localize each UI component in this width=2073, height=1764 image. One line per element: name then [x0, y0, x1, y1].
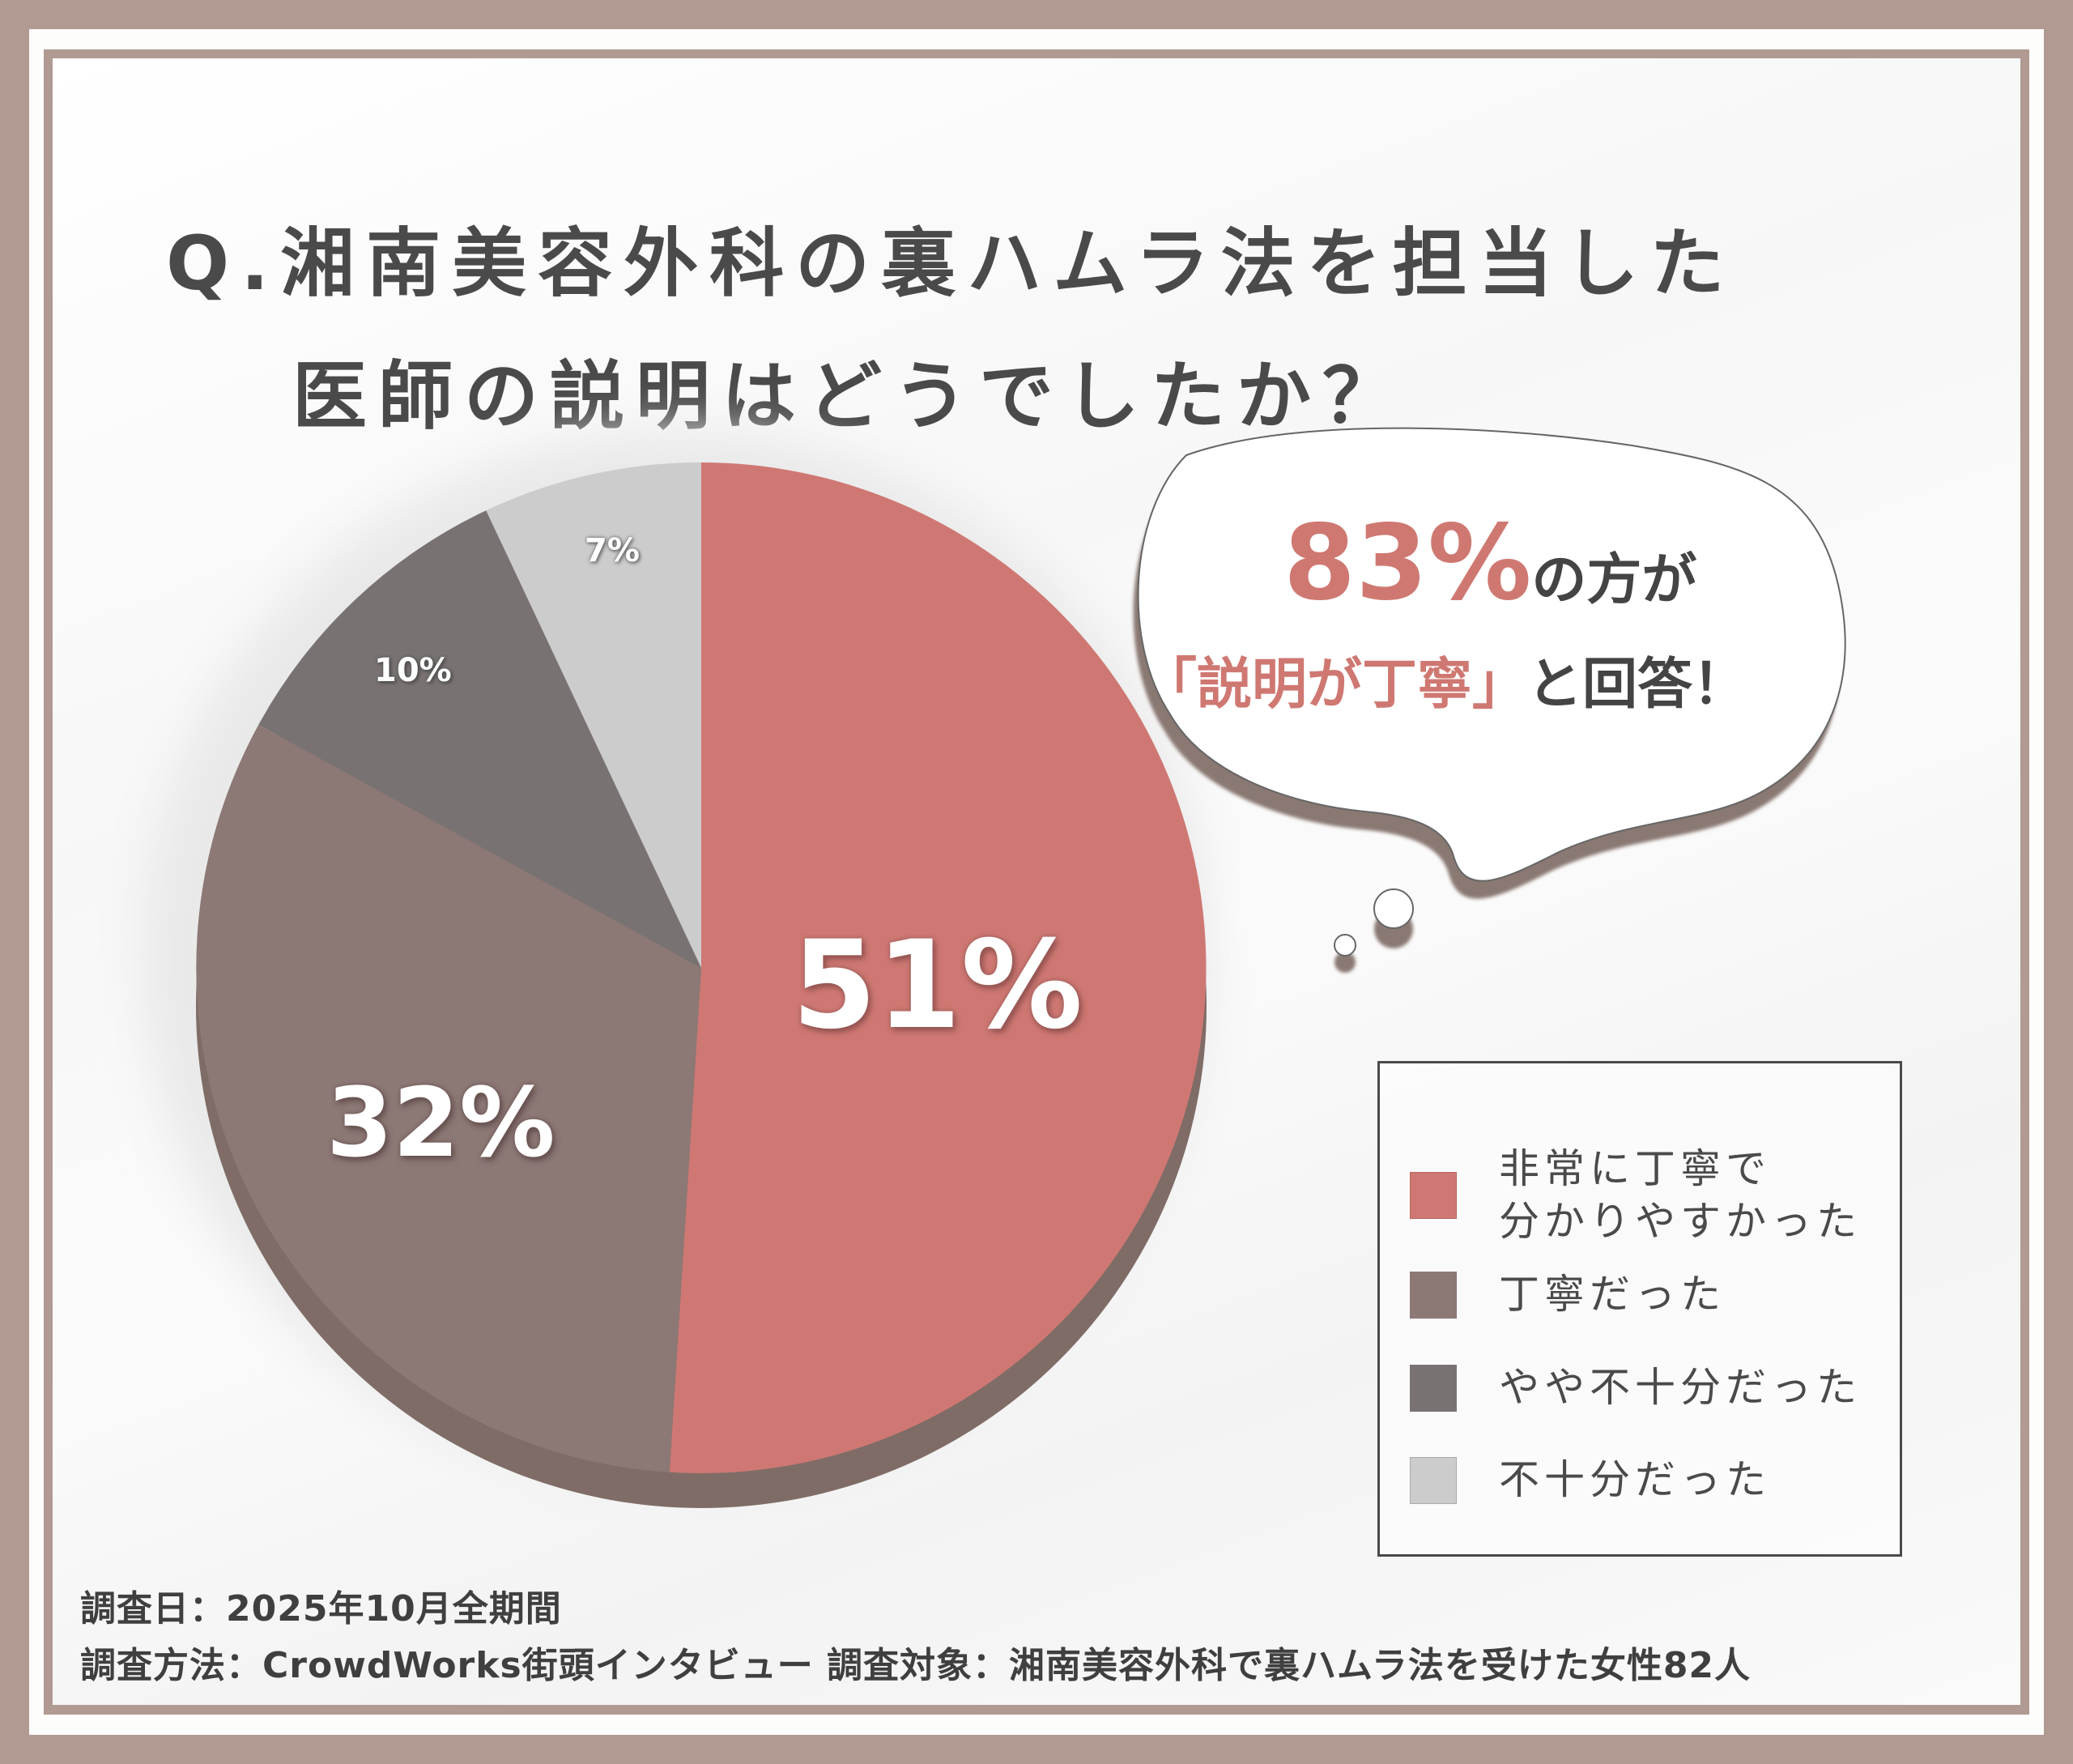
- bubble-line2-rest: と回答！: [1527, 653, 1748, 717]
- survey-method-target: 調査方法：CrowdWorks街頭インタビュー 調査対象：湘南美容外科で裏ハムラ…: [80, 1645, 1752, 1686]
- bubble-dot-shadow-small: [1334, 952, 1356, 973]
- pie-chart: [142, 427, 1846, 1508]
- bubble-headline: 83%の方が: [1283, 512, 1696, 616]
- pie-slice-somewhat-insufficient: [258, 510, 701, 968]
- survey-date: 調査日：2025年10月全期間: [80, 1588, 562, 1630]
- bubble-dot-small: [1334, 934, 1356, 957]
- bubble-percent: 83%: [1283, 503, 1532, 624]
- bubble-dot-large: [1373, 888, 1414, 929]
- slice-label-51: 51%: [792, 915, 1083, 1056]
- slice-label-10: 10%: [374, 652, 452, 689]
- question-title-line2: 医師の説明はどうでしたか？: [292, 353, 1409, 440]
- legend-label: 丁寧だった: [1499, 1271, 1726, 1318]
- legend-item-polite: 丁寧だった: [1380, 1268, 1726, 1321]
- slice-label-7: 7%: [585, 532, 640, 569]
- slice-label-32: 32%: [326, 1067, 555, 1178]
- pie-slice-very-polite: [669, 462, 1207, 1473]
- legend: 非常に丁寧で 分かりやすかった 丁寧だった やや不十分だった 不十分だった: [1377, 1061, 1902, 1557]
- legend-label: 非常に丁寧で 分かりやすかった: [1499, 1145, 1862, 1245]
- bubble-subline: 「説明が丁寧」と回答！: [1142, 658, 1747, 713]
- legend-label: やや不十分だった: [1499, 1364, 1862, 1411]
- thought-bubble: [1137, 427, 1846, 882]
- bubble-quote: 「説明が丁寧」: [1142, 653, 1528, 717]
- legend-swatch: [1410, 1456, 1457, 1504]
- legend-item-very-polite: 非常に丁寧で 分かりやすかった: [1380, 1143, 1862, 1248]
- legend-item-insufficient: 不十分だった: [1380, 1454, 1771, 1506]
- legend-swatch: [1410, 1271, 1457, 1319]
- legend-swatch: [1410, 1172, 1457, 1219]
- legend-swatch: [1410, 1364, 1457, 1412]
- legend-item-somewhat-insufficient: やや不十分だった: [1380, 1361, 1862, 1414]
- bubble-line1-rest: の方が: [1531, 548, 1697, 612]
- question-title-line1: Q.湘南美容外科の裏ハムラ法を担当した: [166, 220, 1736, 307]
- pie-slice-polite: [196, 724, 701, 1472]
- pie-slice-insufficient: [486, 462, 701, 968]
- legend-label: 不十分だった: [1499, 1456, 1771, 1503]
- infographic-panel: Q.湘南美容外科の裏ハムラ法を担当した 医師の説明はどうでしたか？: [53, 58, 2020, 1705]
